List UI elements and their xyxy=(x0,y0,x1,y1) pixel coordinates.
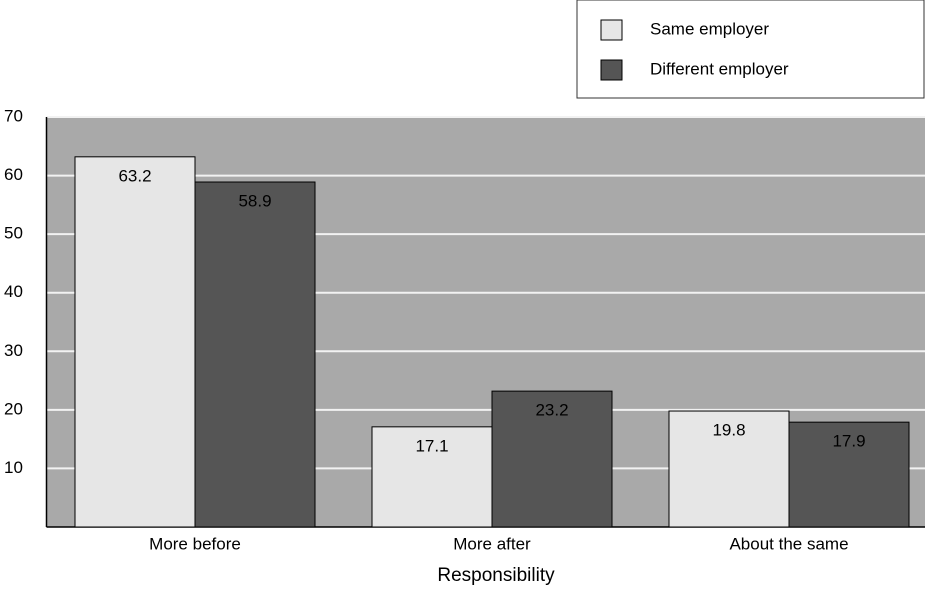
x-tick-label: More before xyxy=(149,534,241,553)
bar xyxy=(668,410,790,528)
x-tick-label: More after xyxy=(453,534,531,553)
bar xyxy=(788,421,910,528)
bar xyxy=(371,426,493,528)
x-axis-label: Responsibility xyxy=(437,565,555,586)
legend-label: Different employer xyxy=(650,59,789,78)
y-tick-label: 20 xyxy=(4,399,23,418)
bar xyxy=(194,181,316,528)
y-tick-label: 50 xyxy=(4,224,23,243)
y-tick-label: 60 xyxy=(4,165,23,184)
bar xyxy=(491,390,613,528)
y-tick-label: 30 xyxy=(4,341,23,360)
y-tick-label: 40 xyxy=(4,282,23,301)
y-tick-label: 70 xyxy=(4,106,23,125)
y-tick-label: 10 xyxy=(4,458,23,477)
value-label: 19.8 xyxy=(712,421,745,440)
legend-swatch xyxy=(600,19,623,41)
value-label: 58.9 xyxy=(238,191,271,210)
value-label: 17.9 xyxy=(832,432,865,451)
legend-swatch xyxy=(600,59,623,81)
legend-label: Same employer xyxy=(650,19,769,38)
value-label: 17.1 xyxy=(415,436,448,455)
value-label: 63.2 xyxy=(118,166,151,185)
bar xyxy=(74,156,196,528)
value-label: 23.2 xyxy=(535,401,568,420)
x-tick-label: About the same xyxy=(729,534,848,553)
legend-box xyxy=(576,0,925,99)
